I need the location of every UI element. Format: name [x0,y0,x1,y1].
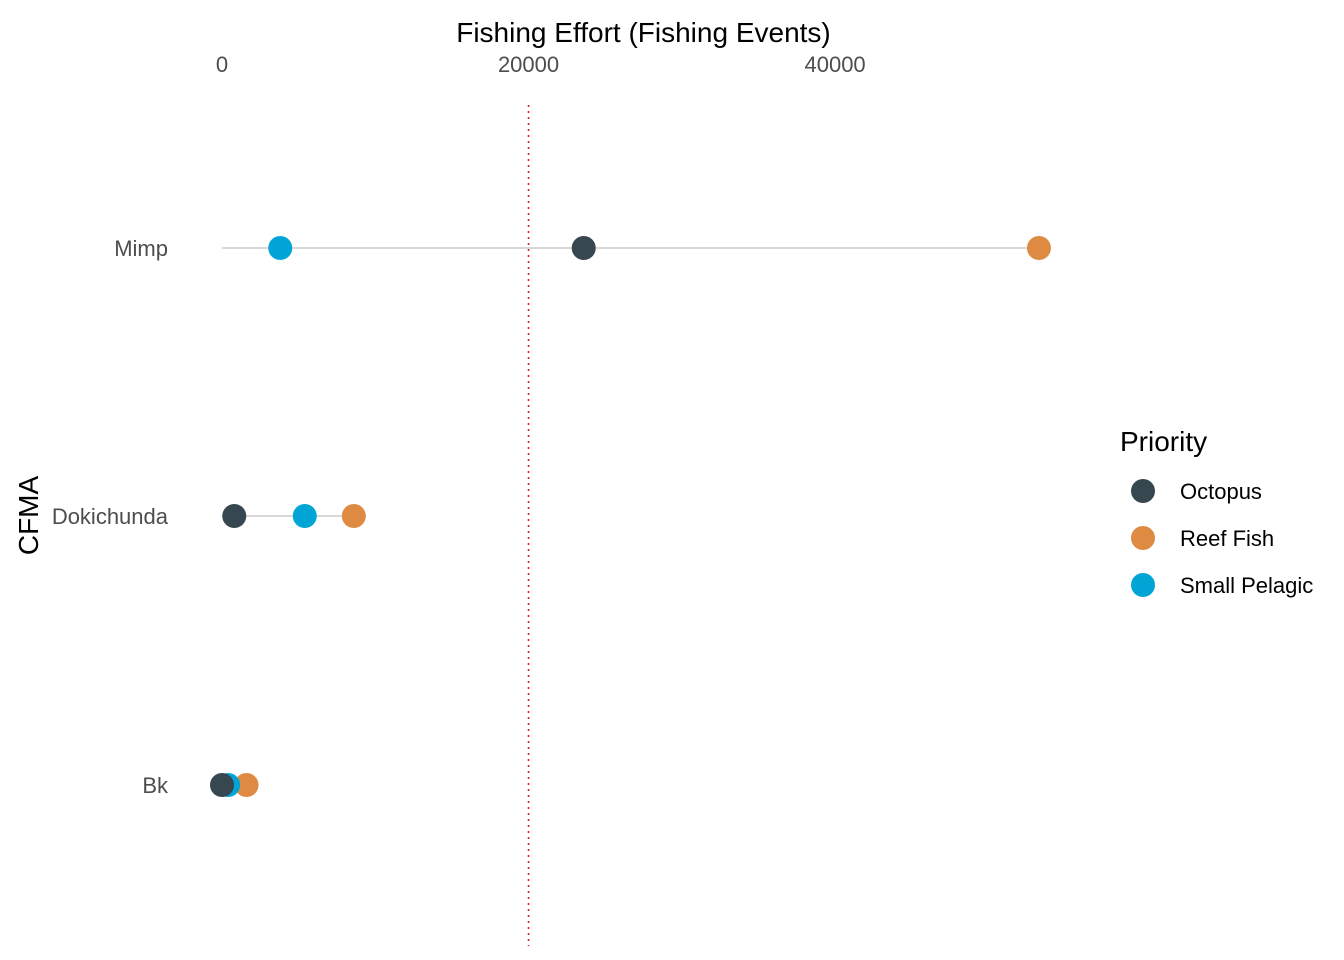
legend-label: Small Pelagic [1180,573,1313,598]
legend-label: Octopus [1180,479,1262,504]
legend-label: Reef Fish [1180,526,1274,551]
data-point [222,504,247,528]
data-point [571,236,596,260]
data-point [1026,236,1051,260]
x-tick-label: 0 [216,52,228,77]
y-tick-label: Mimp [114,236,168,261]
legend-key [1131,526,1155,550]
y-tick-label: Dokichunda [52,504,169,529]
y-axis-title: CFMA [13,476,44,556]
y-tick-label: Bk [142,773,169,798]
x-tick-label: 20000 [498,52,559,77]
x-tick-label: 40000 [804,52,865,77]
x-axis-title: Fishing Effort (Fishing Events) [456,17,831,48]
legend-title: Priority [1120,426,1207,457]
legend-key [1131,573,1155,597]
data-point [268,236,293,260]
data-point [234,773,259,797]
plot-area: 0 20000 40000 Mimp Dokichunda Bk [52,52,1051,946]
data-point [210,773,234,797]
data-point [292,504,317,528]
legend: Priority Octopus Reef Fish Small Pelagic [1120,426,1313,598]
data-point [341,504,366,528]
legend-key [1131,479,1155,503]
